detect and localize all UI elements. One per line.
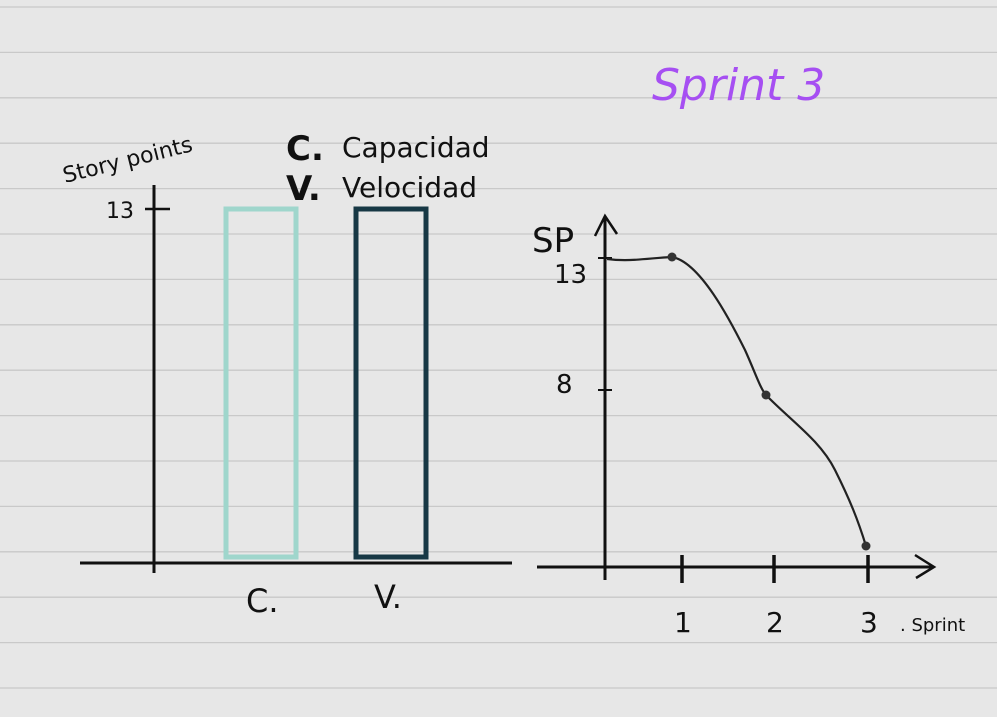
ruled-paper-lines xyxy=(0,6,997,689)
bar-category-label-c: C. xyxy=(246,582,279,620)
burndown-x-axis-label: . Sprint xyxy=(900,615,965,636)
bar-category-label-v: V. xyxy=(374,578,402,616)
legend-key-capacidad: C. xyxy=(286,129,324,169)
bar-chart-y-tick-13: 13 xyxy=(106,199,134,224)
burndown-y-tick-label: 8 xyxy=(556,370,573,400)
bar-chart-y-axis-label: Story points xyxy=(60,132,195,188)
legend: C. Capacidad V. Velocidad xyxy=(286,129,490,209)
burndown-y-axis-arrow xyxy=(593,213,619,237)
bar-chart: Story points 13 C. V. xyxy=(60,132,512,620)
burndown-x-tick-label: 3 xyxy=(860,606,878,639)
bar-velocidad xyxy=(353,206,429,560)
burndown-x-tick-label: 1 xyxy=(674,606,692,639)
burndown-point xyxy=(761,390,771,400)
bars xyxy=(223,206,429,560)
burndown-point xyxy=(861,541,871,551)
legend-label-capacidad: Capacidad xyxy=(342,131,490,164)
legend-label-velocidad: Velocidad xyxy=(342,171,477,204)
burndown-y-axis-label: SP xyxy=(532,221,574,261)
legend-key-velocidad: V. xyxy=(286,169,321,209)
burndown-point xyxy=(667,252,677,262)
burndown-points xyxy=(667,252,871,551)
burndown-x-tick-label: 2 xyxy=(766,606,784,639)
bar-capacidad xyxy=(223,206,299,560)
burndown-chart: SP . Sprint 1 2 3 8 13 xyxy=(532,213,965,639)
burndown-line xyxy=(606,255,868,547)
burndown-y-tick-label: 13 xyxy=(554,260,587,290)
burndown-ticks: 1 2 3 8 13 xyxy=(554,257,878,639)
sprint-title: Sprint 3 xyxy=(652,60,825,111)
burndown-x-axis-arrow xyxy=(914,553,937,580)
